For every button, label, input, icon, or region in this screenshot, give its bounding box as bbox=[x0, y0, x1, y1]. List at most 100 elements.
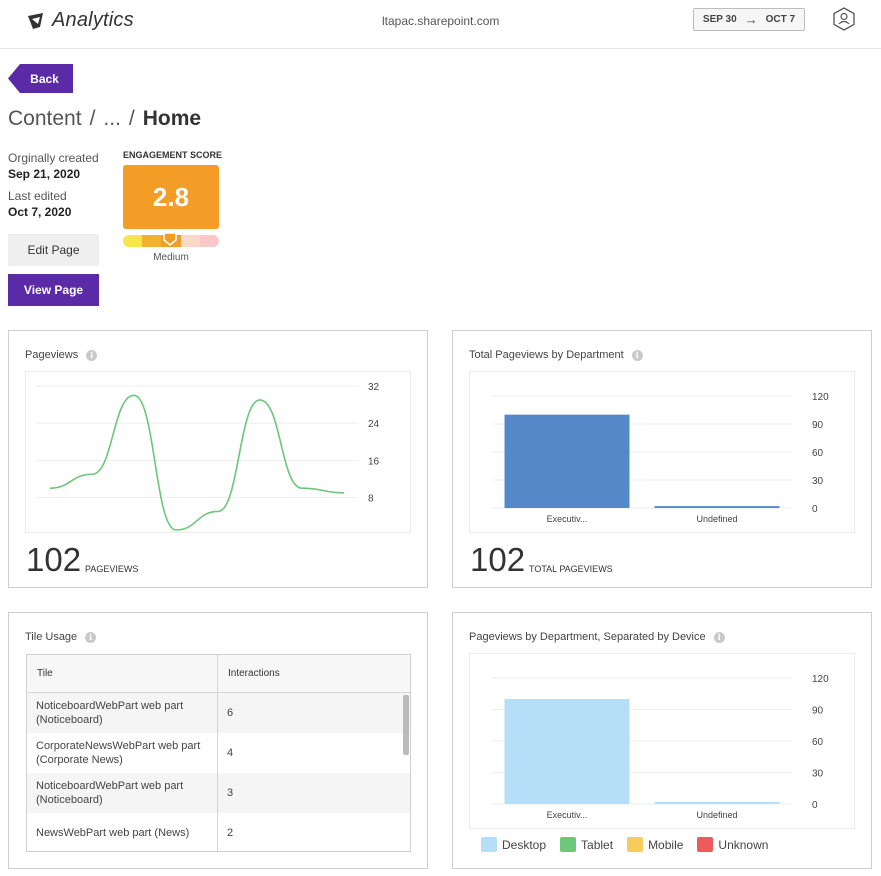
table-row[interactable]: NoticeboardWebPart web part (Noticeboard… bbox=[27, 693, 410, 733]
pageviews-chart: 8 16 24 32 bbox=[25, 371, 411, 533]
interactions-cell: 3 bbox=[227, 787, 234, 799]
y-tick-label: 30 bbox=[812, 476, 824, 487]
edited-label: Last edited bbox=[8, 189, 67, 203]
device-legend: Desktop Tablet Mobile Unknown bbox=[481, 837, 768, 852]
top-bar: Analytics ltapac.sharepoint.com SEP 30 →… bbox=[0, 0, 881, 49]
engagement-scale-segment bbox=[123, 235, 143, 247]
x-tick-label: Executiv... bbox=[547, 810, 588, 820]
tile-name-cell: NoticeboardWebPart web part (Noticeboard… bbox=[27, 693, 218, 733]
pageviews-total: 102 bbox=[26, 541, 82, 578]
legend-item-desktop[interactable]: Desktop bbox=[481, 837, 546, 852]
info-icon[interactable]: i bbox=[86, 349, 98, 361]
legend-label: Desktop bbox=[502, 837, 547, 852]
department-total: 102 bbox=[470, 541, 526, 578]
tile-usage-title: Tile Usage bbox=[25, 631, 78, 643]
breadcrumb-separator: / bbox=[89, 107, 96, 130]
pageviews-series-line bbox=[49, 394, 345, 531]
date-from: SEP 30 bbox=[702, 14, 737, 25]
legend-swatch bbox=[627, 837, 644, 852]
x-tick-label: Executiv... bbox=[547, 514, 588, 524]
table-row[interactable]: CorporateNewsWebPart web part (Corporate… bbox=[27, 733, 410, 773]
tile-name-cell: NewsWebPart web part (News) bbox=[27, 813, 218, 851]
engagement-marker-icon bbox=[163, 232, 177, 246]
department-pageviews-card: Total Pageviews by Department i 0 30 60 90 1… bbox=[452, 330, 872, 588]
bar[interactable] bbox=[504, 414, 630, 508]
y-tick-label: 60 bbox=[812, 737, 824, 748]
x-tick-label: Undefined bbox=[696, 514, 737, 524]
y-tick-label: 16 bbox=[368, 456, 380, 467]
department-caption: TOTAL PAGEVIEWS bbox=[529, 564, 613, 574]
info-icon[interactable]: i bbox=[85, 631, 97, 643]
table-row[interactable]: NewsWebPart web part (News) 2 bbox=[27, 813, 410, 851]
pageviews-card-title: Pageviews bbox=[25, 349, 79, 361]
bar[interactable] bbox=[654, 506, 780, 508]
table-header: Tile Interactions bbox=[27, 655, 410, 693]
interactions-cell: 6 bbox=[227, 707, 234, 719]
y-tick-label: 90 bbox=[812, 420, 824, 431]
tile-name-cell: CorporateNewsWebPart web part (Corporate… bbox=[27, 733, 218, 773]
legend-label: Unknown bbox=[718, 837, 769, 852]
edited-info: Last edited Oct 7, 2020 bbox=[8, 189, 71, 219]
legend-swatch bbox=[481, 837, 497, 852]
legend-item-tablet[interactable]: Tablet bbox=[560, 837, 613, 852]
info-icon[interactable]: i bbox=[631, 349, 643, 361]
breadcrumb-separator: / bbox=[128, 107, 135, 130]
y-tick-label: 90 bbox=[812, 706, 824, 717]
created-date: Sep 21, 2020 bbox=[8, 167, 81, 181]
user-profile-icon[interactable] bbox=[833, 7, 855, 31]
view-page-button[interactable]: View Page bbox=[8, 274, 99, 306]
back-button[interactable]: Back bbox=[8, 64, 73, 93]
engagement-level: Medium bbox=[153, 252, 189, 263]
pageviews-card: Pageviews i 8 16 24 32 102 PAGEVIEWS bbox=[8, 330, 428, 588]
y-tick-label: 120 bbox=[812, 392, 829, 403]
legend-item-unknown[interactable]: Unknown bbox=[697, 837, 768, 852]
y-tick-label: 32 bbox=[368, 382, 380, 393]
tile-usage-table: Tile Interactions NoticeboardWebPart web… bbox=[26, 654, 411, 852]
app-logo[interactable]: Analytics bbox=[26, 9, 134, 32]
interactions-cell: 2 bbox=[227, 827, 234, 839]
y-tick-label: 0 bbox=[812, 800, 818, 811]
column-header-interactions[interactable]: Interactions bbox=[228, 668, 280, 679]
column-header-tile[interactable]: Tile bbox=[27, 655, 218, 692]
engagement-scale-segment bbox=[199, 235, 220, 247]
edited-date: Oct 7, 2020 bbox=[8, 205, 72, 219]
tile-name-cell: NoticeboardWebPart web part (Noticeboard… bbox=[27, 773, 218, 813]
table-row[interactable]: NoticeboardWebPart web part (Noticeboard… bbox=[27, 773, 410, 813]
y-tick-label: 120 bbox=[812, 674, 829, 685]
department-card-title: Total Pageviews by Department bbox=[469, 349, 624, 361]
legend-swatch bbox=[560, 837, 577, 852]
engagement-scale-segment bbox=[142, 235, 162, 247]
legend-label: Tablet bbox=[581, 837, 614, 852]
y-tick-label: 0 bbox=[812, 504, 818, 515]
app-title: Analytics bbox=[52, 9, 134, 31]
engagement-score-label: ENGAGEMENT SCORE bbox=[123, 150, 223, 160]
y-tick-label: 8 bbox=[368, 493, 374, 504]
date-to: OCT 7 bbox=[765, 14, 796, 25]
info-icon[interactable]: i bbox=[713, 631, 725, 643]
page-title: Home bbox=[142, 107, 202, 130]
created-info: Orginally created Sep 21, 2020 bbox=[8, 151, 99, 181]
table-scrollbar[interactable] bbox=[403, 695, 409, 755]
device-chart: 0 30 60 90 120 Executiv... Undefined bbox=[469, 653, 855, 829]
engagement-scale bbox=[123, 235, 220, 247]
date-range-picker[interactable]: SEP 30 → OCT 7 bbox=[693, 8, 805, 31]
breadcrumb-ellipsis[interactable]: ... bbox=[103, 107, 121, 130]
department-chart: 0 30 60 90 120 Executiv... Undefined bbox=[469, 371, 855, 533]
breadcrumb-root[interactable]: Content bbox=[8, 107, 82, 130]
analytics-logo-icon bbox=[28, 12, 43, 29]
device-card-title: Pageviews by Department, Separated by De… bbox=[469, 631, 706, 643]
pageviews-line-chart: 8 16 24 32 bbox=[36, 382, 380, 531]
table-body: NoticeboardWebPart web part (Noticeboard… bbox=[27, 693, 410, 851]
y-tick-label: 24 bbox=[368, 419, 380, 430]
site-url: ltapac.sharepoint.com bbox=[382, 14, 500, 28]
engagement-score-value: 2.8 bbox=[123, 165, 219, 229]
legend-item-mobile[interactable]: Mobile bbox=[627, 837, 683, 852]
edit-page-button[interactable]: Edit Page bbox=[8, 234, 99, 266]
arrow-right-icon: → bbox=[744, 12, 758, 27]
interactions-cell: 4 bbox=[227, 747, 234, 759]
engagement-scale-segment bbox=[180, 235, 200, 247]
legend-label: Mobile bbox=[648, 837, 684, 852]
bar[interactable] bbox=[654, 801, 780, 804]
tile-usage-card: Tile Usage i Tile Interactions Noticeboa… bbox=[8, 612, 428, 869]
bar[interactable] bbox=[504, 699, 630, 804]
